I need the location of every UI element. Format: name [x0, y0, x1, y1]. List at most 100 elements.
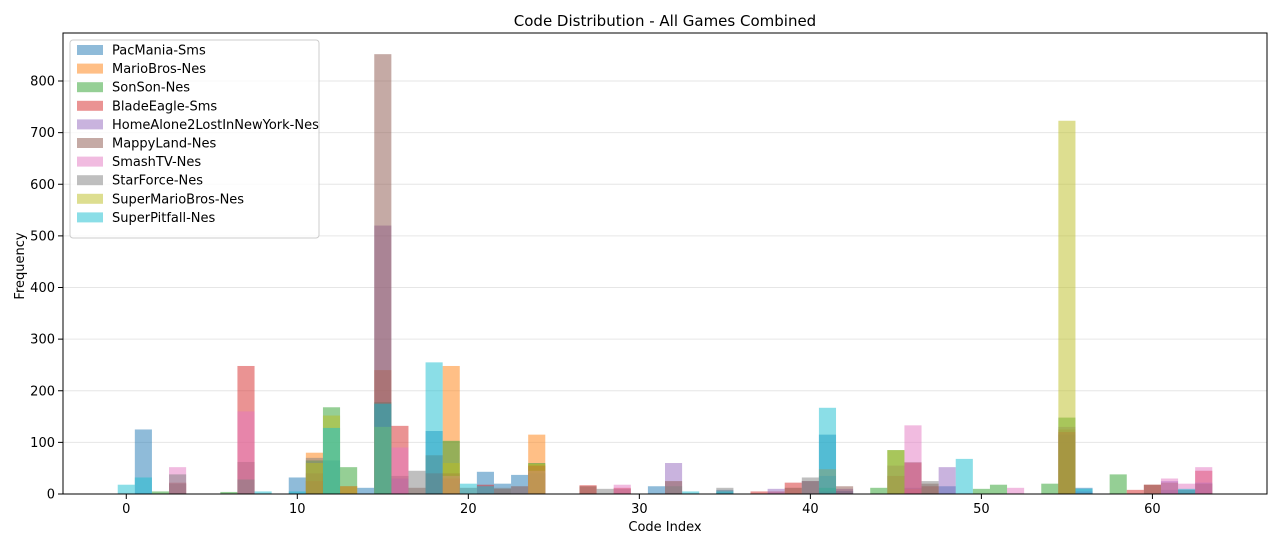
- legend-swatch-starforce-nes: [77, 175, 103, 186]
- bar-sonson-nes-code-58: [1109, 474, 1127, 494]
- bar-smashtv-nes-code-7: [237, 411, 255, 494]
- legend-label: SuperPitfall-Nes: [112, 211, 216, 226]
- legend-label: HomeAlone2LostInNewYork-Nes: [112, 118, 319, 133]
- y-tick-label: 700: [30, 126, 55, 141]
- bar-bladeeagle-sms-code-37: [750, 491, 768, 494]
- bar-starforce-nes-code-47: [921, 481, 939, 494]
- bar-supermariobros-nes-code-24: [528, 464, 546, 494]
- bar-supermariobros-nes-code-13: [340, 486, 358, 494]
- bar-superpitfall-nes-code-0: [117, 484, 135, 494]
- plot-frame: [62, 32, 1268, 495]
- x-axis-label: Code Index: [628, 520, 702, 535]
- legend-swatch-homealone2lostinnewyork-nes: [77, 119, 103, 130]
- x-tick-label: 60: [1144, 502, 1161, 517]
- legend-swatch-superpitfall-nes: [77, 212, 103, 223]
- bars-layer: [117, 54, 1213, 494]
- chart-title: Code Distribution - All Games Combined: [514, 12, 816, 30]
- bar-smashtv-nes-code-29: [613, 484, 631, 494]
- y-tick-label: 300: [30, 333, 55, 348]
- legend-label: MappyLand-Nes: [112, 137, 216, 152]
- bar-superpitfall-nes-code-33: [682, 491, 700, 494]
- bar-starforce-nes-code-32: [665, 486, 683, 494]
- legend-swatch-sonson-nes: [77, 82, 103, 93]
- x-tick-label: 30: [631, 502, 648, 517]
- bar-sonson-nes-code-2: [151, 491, 170, 494]
- bar-superpitfall-nes-code-1: [134, 477, 152, 494]
- bar-sonson-nes-code-6: [220, 491, 238, 494]
- legend-label: SmashTV-Nes: [112, 155, 201, 170]
- bar-smashtv-nes-code-61: [1160, 478, 1179, 494]
- bar-superpitfall-nes-code-56: [1075, 488, 1093, 494]
- bar-pacmania-sms-code-10: [288, 477, 306, 494]
- legend-box: [69, 39, 320, 239]
- bar-superpitfall-nes-code-18: [425, 362, 443, 494]
- bar-smashtv-nes-code-46: [904, 425, 922, 494]
- bar-starforce-nes-code-40: [801, 477, 819, 494]
- bar-mappyland-nes-code-15: [374, 54, 392, 494]
- bar-pacmania-sms-code-14: [357, 487, 375, 494]
- bar-superpitfall-nes-code-62: [1178, 488, 1196, 494]
- x-tick-label: 0: [122, 502, 130, 517]
- bar-pacmania-sms-code-31: [647, 486, 665, 494]
- bar-superpitfall-nes-code-20: [459, 483, 477, 494]
- y-tick-label: 800: [30, 75, 55, 90]
- y-tick-label: 600: [30, 178, 55, 193]
- bar-starforce-nes-code-22: [493, 487, 512, 494]
- legend-label: StarForce-Nes: [112, 174, 203, 189]
- bar-starforce-nes-code-28: [596, 488, 614, 494]
- bar-starforce-nes-code-17: [408, 470, 426, 494]
- x-tick-label: 50: [973, 502, 990, 517]
- legend: PacMania-Sms MarioBros-Nes SonSon-Nes Blade…: [69, 39, 320, 239]
- y-tick-label: 100: [30, 436, 55, 451]
- y-tick-label: 0: [47, 488, 55, 503]
- bar-superpitfall-nes-code-8: [254, 491, 272, 494]
- legend-label: BladeEagle-Sms: [112, 99, 217, 114]
- bar-bladeeagle-sms-code-59: [1126, 489, 1144, 494]
- legend-swatch-pacmania-sms: [77, 45, 103, 55]
- bar-sonson-nes-code-54: [1041, 483, 1059, 494]
- bar-supermariobros-nes-code-19: [442, 463, 460, 494]
- y-axis-label: Frequency: [13, 232, 28, 299]
- bar-smashtv-nes-code-63: [1195, 467, 1213, 494]
- legend-swatch-supermariobros-nes: [77, 193, 103, 204]
- y-tick-label: 200: [30, 384, 55, 399]
- bar-mappyland-nes-code-60: [1143, 484, 1161, 494]
- bar-sonson-nes-code-44: [870, 487, 888, 494]
- bar-smashtv-nes-code-52: [1007, 487, 1025, 494]
- bar-mappyland-nes-code-39: [784, 487, 802, 494]
- bar-homealone2lostinnewyork-nes-code-48: [938, 467, 956, 494]
- y-tick-label: 500: [30, 229, 55, 244]
- bar-superpitfall-nes-code-41: [818, 407, 837, 494]
- bar-mappyland-nes-code-27: [579, 486, 597, 494]
- bar-superpitfall-nes-code-15: [374, 403, 392, 494]
- bar-starforce-nes-code-35: [716, 487, 734, 494]
- legend-label: SuperMarioBros-Nes: [112, 192, 244, 207]
- y-tick-label: 400: [30, 281, 55, 296]
- bar-supermariobros-nes-code-45: [887, 450, 905, 494]
- bar-mappyland-nes-code-42: [836, 486, 854, 494]
- bar-superpitfall-nes-code-49: [955, 458, 973, 494]
- bar-superpitfall-nes-code-12: [322, 427, 341, 494]
- legend-label: SonSon-Nes: [112, 81, 190, 96]
- legend-swatch-bladeeagle-sms: [77, 100, 103, 111]
- bar-starforce-nes-code-7: [237, 479, 255, 494]
- bar-superpitfall-nes-code-35: [716, 491, 734, 494]
- legend-swatch-mariobros-nes: [77, 63, 103, 74]
- bar-homealone2lostinnewyork-nes-code-38: [767, 488, 785, 494]
- x-tick-label: 40: [802, 502, 819, 517]
- x-tick-label: 20: [460, 502, 477, 517]
- bar-smashtv-nes-code-16: [391, 447, 409, 494]
- legend-swatch-smashtv-nes: [77, 156, 103, 167]
- bar-superpitfall-nes-code-21: [476, 486, 494, 494]
- legend-swatch-mappyland-nes: [77, 138, 103, 148]
- legend-label: PacMania-Sms: [112, 44, 206, 59]
- bar-supermariobros-nes-code-11: [305, 463, 323, 494]
- legend-label: MarioBros-Nes: [112, 62, 206, 77]
- bar-sonson-nes-code-51: [989, 484, 1008, 494]
- bar-supermariobros-nes-code-55: [1058, 120, 1076, 494]
- bar-starforce-nes-code-3: [169, 474, 187, 494]
- x-tick-label: 10: [289, 502, 306, 517]
